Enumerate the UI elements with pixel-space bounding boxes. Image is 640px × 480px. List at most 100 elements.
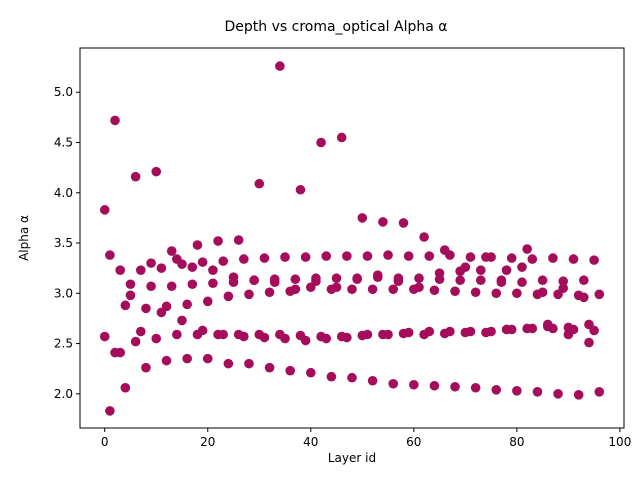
x-tick-label: 60 [406,435,421,449]
data-point [383,329,393,340]
data-point [316,137,326,148]
data-point [558,276,569,287]
data-point [161,301,172,312]
data-point [342,332,352,343]
plot-frame [79,47,625,429]
y-tick-label: 4.5 [54,135,73,149]
data-point [470,287,481,298]
data-point [120,300,131,311]
data-point [532,387,543,397]
data-point [347,284,357,295]
data-point [146,281,156,292]
data-point [475,265,486,275]
data-point [110,115,120,126]
data-point [357,213,368,223]
data-point [264,287,275,298]
y-tick-label: 4.0 [54,186,73,200]
data-point [197,257,208,267]
data-point [403,327,414,338]
y-tick-label: 3.5 [54,236,73,250]
data-point [321,251,332,261]
data-point [192,240,203,250]
data-point [300,252,311,262]
x-tick-label: 80 [509,435,524,449]
data-point [589,255,599,265]
data-point [146,258,156,268]
data-point [202,353,213,364]
x-axis: 0 20 40 60 80 100 [101,428,631,449]
data-point [254,178,265,189]
data-point [331,282,342,293]
data-point [506,253,517,263]
data-point [99,205,110,215]
data-point [249,275,259,286]
data-point [517,277,527,288]
data-point [182,353,192,364]
data-point [321,333,332,344]
data-point [218,256,229,266]
data-point [594,387,605,397]
data-point [434,274,445,285]
data-point [326,371,337,382]
data-point [177,315,187,326]
data-point [166,246,177,256]
data-point [99,331,110,342]
data-point [105,250,115,260]
data-point [208,278,218,289]
y-tick-label: 2.5 [54,337,73,351]
data-point [491,288,502,299]
data-point [419,232,429,242]
data-point [445,326,455,337]
data-point [579,275,589,286]
data-point [372,272,383,283]
data-point [553,389,563,399]
data-point [424,251,435,261]
data-point [156,263,167,273]
data-point [450,381,460,392]
data-point [491,384,502,395]
data-point [141,303,151,314]
data-point [280,252,290,262]
data-point [120,382,131,393]
data-point [130,336,141,347]
data-point [589,325,599,336]
data-point [496,277,507,288]
data-point [429,380,440,391]
data-point [187,262,198,272]
data-point [269,277,280,288]
x-tick-label: 40 [303,435,318,449]
data-point [290,274,301,285]
data-point [455,275,465,286]
data-point [424,326,435,337]
data-point [512,386,522,396]
data-point [161,355,172,366]
data-point [486,252,496,262]
chart-title: Depth vs croma_optical Alpha α [225,19,448,35]
data-point [342,251,352,261]
data-point [409,379,419,390]
data-point [244,289,254,300]
data-point [512,288,522,299]
data-point [285,365,295,376]
data-point [115,265,125,275]
data-point [393,276,404,287]
data-point [460,262,471,272]
data-point [275,61,285,71]
data-point [398,218,409,228]
data-point [228,277,239,288]
data-point [208,265,218,275]
data-point [187,279,198,290]
data-point [172,329,182,340]
data-point [305,367,316,378]
data-point [445,250,455,260]
data-point [295,184,306,195]
data-point [568,254,579,264]
data-point [537,275,548,286]
data-point [244,358,254,369]
data-point [347,372,357,383]
y-axis-label: Alpha α [17,215,31,261]
data-point [311,276,321,287]
x-tick-label: 20 [200,435,215,449]
data-point [486,326,496,337]
